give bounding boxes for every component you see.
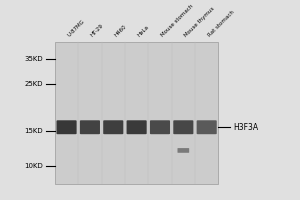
FancyBboxPatch shape	[80, 120, 100, 134]
Text: Rat stomach: Rat stomach	[207, 10, 235, 38]
Text: U-87MG: U-87MG	[67, 19, 85, 38]
FancyBboxPatch shape	[173, 120, 194, 134]
Text: 25KD: 25KD	[25, 81, 43, 87]
Text: H3F3A: H3F3A	[233, 123, 258, 132]
Text: HT-29: HT-29	[90, 23, 105, 38]
FancyBboxPatch shape	[178, 148, 189, 153]
FancyBboxPatch shape	[196, 120, 217, 134]
Text: 15KD: 15KD	[24, 128, 43, 134]
Text: H460: H460	[113, 24, 127, 38]
Text: Mouse thymus: Mouse thymus	[183, 6, 215, 38]
FancyBboxPatch shape	[150, 120, 170, 134]
FancyBboxPatch shape	[103, 120, 123, 134]
Text: Mouse stomach: Mouse stomach	[160, 4, 194, 38]
Text: 10KD: 10KD	[24, 163, 43, 169]
FancyBboxPatch shape	[55, 42, 218, 184]
FancyBboxPatch shape	[127, 120, 147, 134]
FancyBboxPatch shape	[56, 120, 76, 134]
Text: 35KD: 35KD	[24, 56, 43, 62]
Text: HeLa: HeLa	[136, 25, 150, 38]
